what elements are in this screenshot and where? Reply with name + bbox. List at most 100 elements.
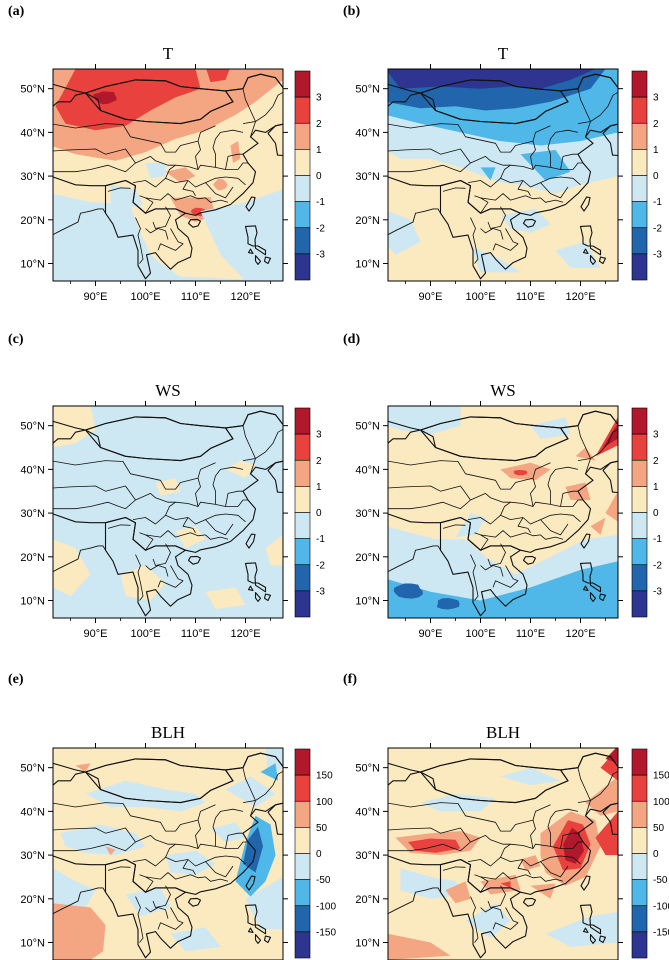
- province-line: [577, 425, 591, 459]
- province-line: [195, 140, 201, 170]
- colorbar-swatch: [294, 931, 311, 959]
- colorbar-label: 0: [653, 508, 659, 519]
- province-line: [205, 513, 246, 523]
- province-line: [242, 121, 256, 124]
- colorbar-swatch: [631, 96, 648, 124]
- province-line: [212, 808, 244, 847]
- colorbar-swatch: [294, 879, 311, 907]
- anomaly-region: [595, 416, 618, 457]
- colorbar-swatch: [294, 175, 311, 202]
- map-plot: 90°E 100°E 110°E 120°E 10°N 20°N 30°N 40°N 50°N: [355, 64, 623, 303]
- province-line: [480, 228, 504, 240]
- province-line: [577, 88, 591, 122]
- colorbar-label: 100: [316, 797, 333, 808]
- province-line: [53, 802, 216, 832]
- boundary-line: [245, 875, 256, 891]
- colorbar-swatch: [294, 905, 311, 933]
- y-tick-label: 20°N: [355, 894, 380, 906]
- y-tick-label: 50°N: [355, 763, 380, 775]
- anomaly-region: [388, 933, 451, 960]
- province-line: [145, 193, 229, 203]
- colorbar: 3 2 1 0 -1 -2 -3: [631, 407, 662, 618]
- province-line: [388, 802, 551, 832]
- y-tick-label: 10°N: [355, 596, 380, 608]
- province-line: [480, 193, 564, 203]
- boundary-line: [104, 179, 193, 280]
- y-tick-label: 20°N: [20, 552, 45, 564]
- x-tick-label: 100°E: [465, 628, 495, 640]
- y-tick-label: 50°N: [20, 84, 45, 96]
- province-line: [572, 162, 583, 170]
- province-line: [165, 164, 176, 179]
- anomaly-region: [60, 824, 146, 856]
- colorbar-label: 3: [653, 430, 659, 441]
- colorbar-label: 1: [316, 145, 322, 156]
- plot-frame: [387, 68, 619, 282]
- y-tick-label: 50°N: [20, 763, 45, 775]
- colorbar-swatch: [294, 433, 311, 461]
- y-tick-label: 50°N: [355, 421, 380, 433]
- province-line: [139, 195, 154, 214]
- province-line: [135, 835, 238, 849]
- province-line: [135, 554, 144, 601]
- colorbar-label: -3: [316, 586, 325, 597]
- x-tick-label: 120°E: [230, 628, 260, 640]
- boundary-line: [589, 592, 597, 602]
- province-line: [152, 885, 171, 908]
- boundary-line: [388, 73, 618, 94]
- anomaly-region: [55, 69, 201, 131]
- map-plot: 90°E 100°E 110°E 120°E 10°N 20°N 30°N 40°N 50°N: [20, 64, 374, 303]
- province-line: [145, 228, 169, 240]
- boundary-line: [254, 934, 262, 944]
- colorbar-swatch: [294, 227, 311, 255]
- panel-letter: (f): [343, 672, 357, 687]
- colorbar-swatch: [631, 774, 648, 802]
- province-line: [250, 91, 283, 137]
- colorbar-label: 2: [316, 456, 322, 467]
- province-line: [182, 517, 196, 533]
- colorbar-swatch: [294, 800, 311, 828]
- boundary-line: [388, 752, 618, 773]
- y-tick-label: 50°N: [355, 84, 380, 96]
- anomaly-region: [230, 141, 241, 163]
- anomaly-region: [500, 767, 561, 786]
- boundary-line: [439, 516, 528, 617]
- anomaly-region: [605, 748, 618, 764]
- panel-a: (a) T 90°E 100°E 110°E 120°E 10°N 20°N 30°N 40°N 5…: [8, 4, 374, 303]
- province-line: [530, 477, 536, 507]
- province-line: [135, 217, 144, 264]
- colorbar-label: -150: [653, 927, 669, 938]
- anomaly-region: [165, 167, 196, 183]
- anomaly-region: [200, 189, 283, 281]
- colorbar-swatch: [294, 538, 311, 566]
- boundary-line: [580, 875, 591, 891]
- y-tick-label: 10°N: [20, 259, 45, 271]
- anomaly-region: [210, 822, 246, 842]
- province-line: [560, 490, 578, 507]
- boundary-line: [267, 123, 283, 157]
- province-line: [470, 493, 573, 507]
- y-tick-label: 10°N: [355, 938, 380, 950]
- boundary-line: [589, 934, 597, 944]
- boundary-line: [254, 255, 262, 265]
- province-line: [517, 517, 531, 533]
- province-line: [480, 530, 564, 540]
- x-tick-label: 100°E: [465, 291, 495, 303]
- boundary-line: [346, 787, 374, 805]
- boundary-line: [582, 248, 589, 255]
- colorbar-label: -1: [653, 534, 662, 545]
- colorbar-swatch: [294, 590, 311, 618]
- anomaly-region: [520, 855, 541, 871]
- province-line: [442, 866, 466, 871]
- y-tick-label: 40°N: [355, 127, 380, 139]
- colorbar-swatch: [294, 253, 311, 281]
- plot-frame: [52, 747, 284, 960]
- boundary-line: [187, 897, 202, 907]
- boundary-line: [254, 592, 262, 602]
- colorbar-label: 0: [316, 171, 322, 182]
- boundary-line: [346, 108, 374, 126]
- province-line: [585, 770, 618, 816]
- boundary-line: [580, 196, 591, 212]
- colorbar-label: -1: [653, 197, 662, 208]
- province-line: [442, 187, 466, 192]
